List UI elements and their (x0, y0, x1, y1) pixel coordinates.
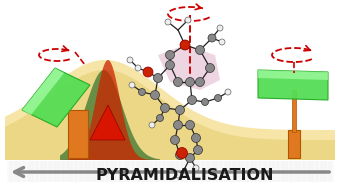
Circle shape (127, 57, 133, 63)
Circle shape (129, 82, 135, 88)
Circle shape (170, 136, 180, 145)
Circle shape (181, 40, 189, 50)
Circle shape (166, 50, 174, 60)
Circle shape (165, 19, 171, 25)
Circle shape (143, 67, 153, 77)
Circle shape (186, 153, 194, 163)
Polygon shape (258, 70, 328, 100)
Circle shape (151, 91, 159, 99)
Circle shape (180, 40, 190, 50)
Circle shape (156, 115, 164, 122)
Circle shape (195, 77, 204, 87)
Circle shape (217, 25, 223, 31)
Polygon shape (292, 90, 296, 132)
Polygon shape (68, 110, 88, 158)
Text: PYRAMIDALISATION: PYRAMIDALISATION (96, 168, 274, 183)
Polygon shape (258, 70, 328, 80)
Polygon shape (5, 70, 335, 160)
Circle shape (153, 74, 163, 83)
Circle shape (185, 17, 191, 23)
Circle shape (205, 64, 215, 73)
Circle shape (138, 88, 146, 95)
Circle shape (173, 121, 183, 129)
Polygon shape (22, 68, 64, 115)
Circle shape (208, 34, 216, 42)
Circle shape (186, 77, 194, 87)
Polygon shape (158, 45, 220, 90)
Polygon shape (60, 60, 160, 160)
Circle shape (173, 77, 183, 87)
Circle shape (135, 65, 141, 71)
Circle shape (175, 172, 181, 178)
Circle shape (175, 105, 185, 115)
Circle shape (176, 147, 187, 159)
Circle shape (193, 146, 203, 154)
Circle shape (160, 104, 170, 112)
Circle shape (191, 133, 201, 143)
Circle shape (225, 89, 231, 95)
Circle shape (215, 94, 221, 101)
Polygon shape (60, 70, 160, 160)
Polygon shape (22, 68, 90, 127)
Polygon shape (288, 130, 300, 158)
Circle shape (186, 121, 194, 129)
Circle shape (193, 165, 199, 171)
Circle shape (175, 150, 185, 160)
Polygon shape (5, 60, 335, 160)
Circle shape (219, 39, 225, 45)
Polygon shape (90, 105, 125, 140)
Circle shape (195, 46, 204, 54)
Circle shape (202, 98, 208, 105)
Circle shape (166, 60, 174, 70)
Circle shape (149, 122, 155, 128)
Circle shape (187, 95, 197, 105)
Circle shape (181, 41, 189, 49)
